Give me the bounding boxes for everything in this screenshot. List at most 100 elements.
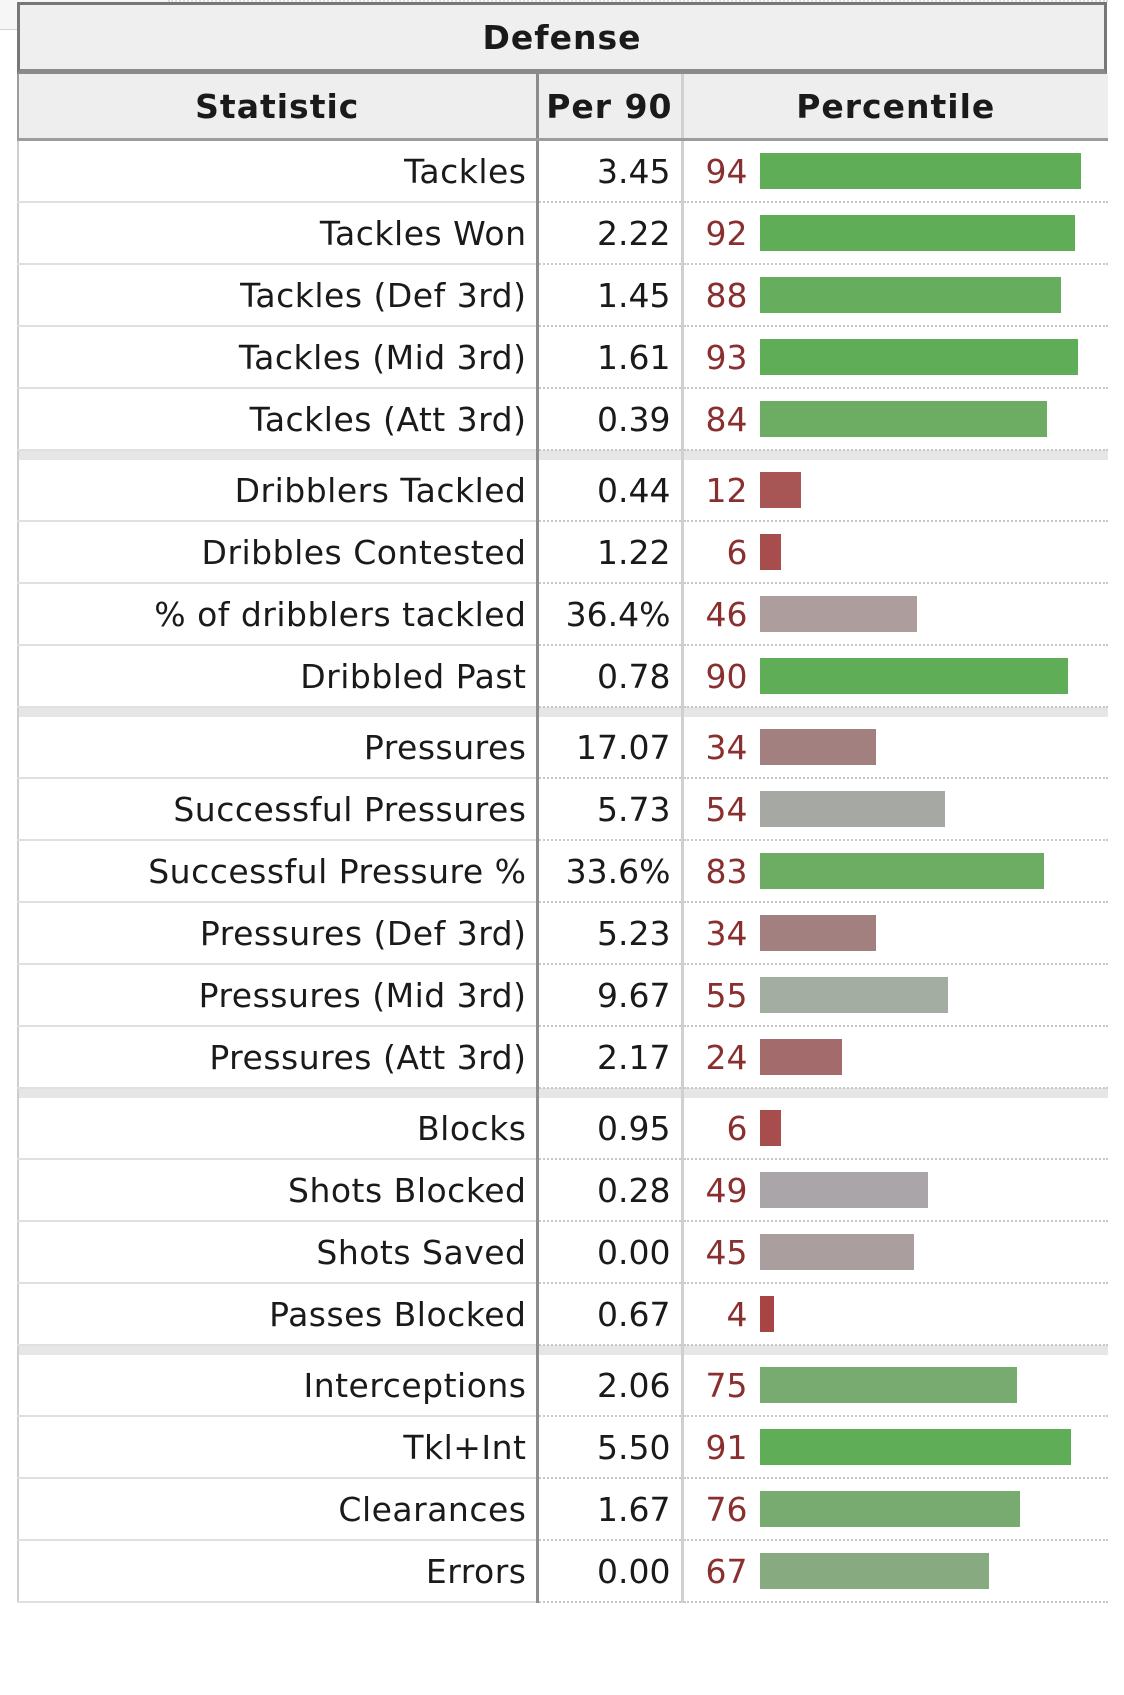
percentile-bar-track <box>759 401 1102 437</box>
percentile-bar-track <box>759 1234 1102 1270</box>
group-separator <box>17 1088 1108 1098</box>
percentile-cell: 12 <box>682 460 1108 522</box>
statistic-name: Shots Blocked <box>17 1159 539 1222</box>
percentile-bar <box>759 1296 774 1332</box>
percentile-value: 34 <box>705 727 748 767</box>
percentile-bar <box>759 1367 1017 1403</box>
table-row: Pressures (Att 3rd) 2.17 24 <box>17 1026 1108 1089</box>
percentile-cell: 6 <box>682 521 1109 584</box>
percentile-cell: 24 <box>682 1026 1108 1089</box>
statistic-name: Successful Pressure % <box>17 840 539 903</box>
percentile-value: 4 <box>726 1294 748 1334</box>
percentile-bar-track <box>759 1039 1102 1075</box>
percentile-wrap: 34 <box>684 717 1109 777</box>
separator-cell <box>682 1345 1108 1355</box>
table-row: Errors 0.00 67 <box>17 1540 1109 1603</box>
separator-cell <box>17 450 539 460</box>
percentile-bar <box>759 977 948 1013</box>
percentile-wrap: 67 <box>684 1541 1109 1601</box>
statistic-name: Passes Blocked <box>17 1283 539 1346</box>
table-row: Interceptions 2.06 75 <box>17 1355 1108 1417</box>
percentile-bar <box>759 401 1047 437</box>
percentile-wrap: 49 <box>684 1160 1109 1220</box>
percentile-value: 93 <box>705 337 748 377</box>
group-separator <box>17 450 1108 460</box>
per90-value: 2.17 <box>537 1026 684 1089</box>
percentile-wrap: 54 <box>684 779 1109 839</box>
percentile-wrap: 94 <box>684 141 1109 201</box>
table-row: Shots Saved 0.00 45 <box>17 1221 1108 1284</box>
table-row: Clearances 1.67 76 <box>17 1478 1108 1541</box>
percentile-cell: 75 <box>682 1355 1108 1417</box>
statistic-name: Clearances <box>17 1478 539 1541</box>
percentile-cell: 84 <box>682 388 1108 451</box>
percentile-wrap: 93 <box>684 327 1109 387</box>
percentile-bar <box>759 791 945 827</box>
percentile-wrap: 6 <box>684 522 1109 582</box>
group-separator <box>17 707 1108 717</box>
header-per90[interactable]: Per 90 <box>537 74 684 141</box>
percentile-bar-track <box>759 339 1102 375</box>
percentile-value: 90 <box>705 656 748 696</box>
statistic-name: Shots Saved <box>17 1221 539 1284</box>
statistic-name: Tackles Won <box>17 202 539 265</box>
percentile-cell: 55 <box>682 964 1108 1027</box>
per90-value: 5.50 <box>537 1416 684 1479</box>
percentile-bar <box>759 658 1068 694</box>
percentile-bar-track <box>759 1491 1102 1527</box>
percentile-wrap: 34 <box>684 903 1109 963</box>
percentile-cell: 49 <box>682 1159 1109 1222</box>
table-row: Successful Pressure % 33.6% 83 <box>17 840 1108 903</box>
percentile-cell: 88 <box>682 264 1108 327</box>
table-row: Tackles Won 2.22 92 <box>17 202 1108 265</box>
percentile-bar-track <box>759 1553 1102 1589</box>
per90-value: 33.6% <box>537 840 684 903</box>
percentile-bar <box>759 1110 781 1146</box>
percentile-cell: 92 <box>682 202 1108 265</box>
percentile-cell: 90 <box>682 645 1108 708</box>
percentile-bar <box>759 277 1061 313</box>
per90-value: 0.67 <box>537 1283 684 1346</box>
header-statistic[interactable]: Statistic <box>17 74 539 141</box>
per90-value: 36.4% <box>537 583 684 646</box>
percentile-value: 34 <box>705 913 748 953</box>
statistic-name: Pressures (Def 3rd) <box>17 902 539 965</box>
statistic-name: Dribblers Tackled <box>17 460 539 522</box>
statistic-name: Errors <box>17 1540 539 1603</box>
separator-cell <box>537 450 684 460</box>
percentile-cell: 46 <box>682 583 1108 646</box>
per90-value: 17.07 <box>537 717 684 779</box>
per90-value: 0.95 <box>537 1098 684 1160</box>
percentile-wrap: 6 <box>684 1098 1109 1158</box>
percentile-value: 45 <box>705 1232 748 1272</box>
percentile-cell: 45 <box>682 1221 1108 1284</box>
percentile-bar-track <box>759 596 1102 632</box>
percentile-wrap: 4 <box>684 1284 1109 1344</box>
per90-value: 2.06 <box>537 1355 684 1417</box>
separator-cell <box>537 1088 684 1098</box>
separator-cell <box>537 707 684 717</box>
table-row: Successful Pressures 5.73 54 <box>17 778 1109 841</box>
per90-value: 1.45 <box>537 264 684 327</box>
percentile-bar <box>759 1491 1020 1527</box>
table-row: Tackles 3.45 94 <box>17 139 1109 203</box>
percentile-value: 94 <box>705 151 748 191</box>
percentile-bar-track <box>759 534 1102 570</box>
percentile-bar-track <box>759 472 1102 508</box>
percentile-bar-track <box>759 853 1102 889</box>
statistic-name: Tkl+Int <box>17 1416 539 1479</box>
statistic-name: Successful Pressures <box>17 778 539 841</box>
table-row: Tkl+Int 5.50 91 <box>17 1416 1108 1479</box>
percentile-value: 91 <box>705 1427 748 1467</box>
header-row: Statistic Per 90 Percentile <box>17 74 1108 141</box>
percentile-bar <box>759 215 1075 251</box>
table-row: Pressures (Def 3rd) 5.23 34 <box>17 902 1109 965</box>
percentile-bar <box>759 472 801 508</box>
percentile-value: 83 <box>705 851 748 891</box>
percentile-value: 92 <box>705 213 748 253</box>
header-percentile[interactable]: Percentile <box>682 74 1108 141</box>
per90-value: 3.45 <box>537 139 684 203</box>
percentile-value: 84 <box>705 399 748 439</box>
percentile-cell: 91 <box>682 1416 1108 1479</box>
defense-table-container: Defense Statistic Per 90 Percentile Tack… <box>17 2 1109 1603</box>
